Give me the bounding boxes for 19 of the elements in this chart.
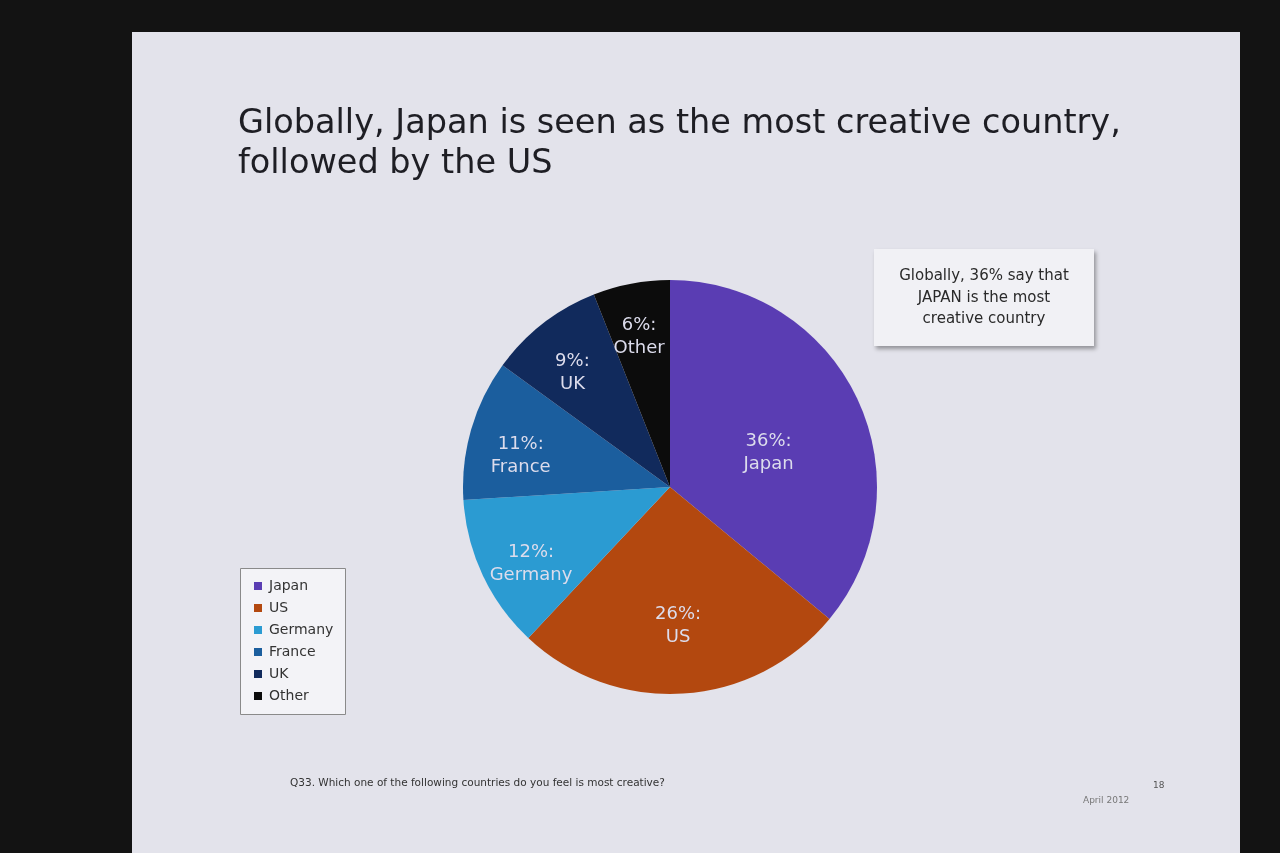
- data-label: 12%: Germany: [489, 540, 573, 585]
- legend-label: Japan: [268, 577, 309, 593]
- data-label: 9%: UK: [555, 349, 590, 394]
- text: April 2012: [1083, 795, 1130, 805]
- data-label: 26%: US: [654, 602, 702, 647]
- legend-label: US: [269, 599, 289, 615]
- text: 18: [1153, 780, 1165, 790]
- pie-slice: [593, 280, 670, 487]
- legend-label: Germany: [269, 621, 334, 637]
- data-label: 36%: Japan: [742, 428, 794, 473]
- data-label: 6%: Other: [613, 313, 666, 358]
- text: Globally, 36% say that JAPAN is the most creative country: [874, 249, 1094, 346]
- legend-label: France: [269, 643, 316, 659]
- legend-label: Other: [269, 687, 309, 703]
- legend-label: UK: [269, 665, 290, 681]
- data-label: 11%: France: [490, 431, 551, 476]
- pie-slice: [463, 365, 670, 500]
- chart-title: Globally, Japan is seen as the most creative country, followed by the US: [238, 102, 1122, 182]
- text: Q33. Which one of the following countries do you feel is most creative?: [290, 776, 665, 788]
